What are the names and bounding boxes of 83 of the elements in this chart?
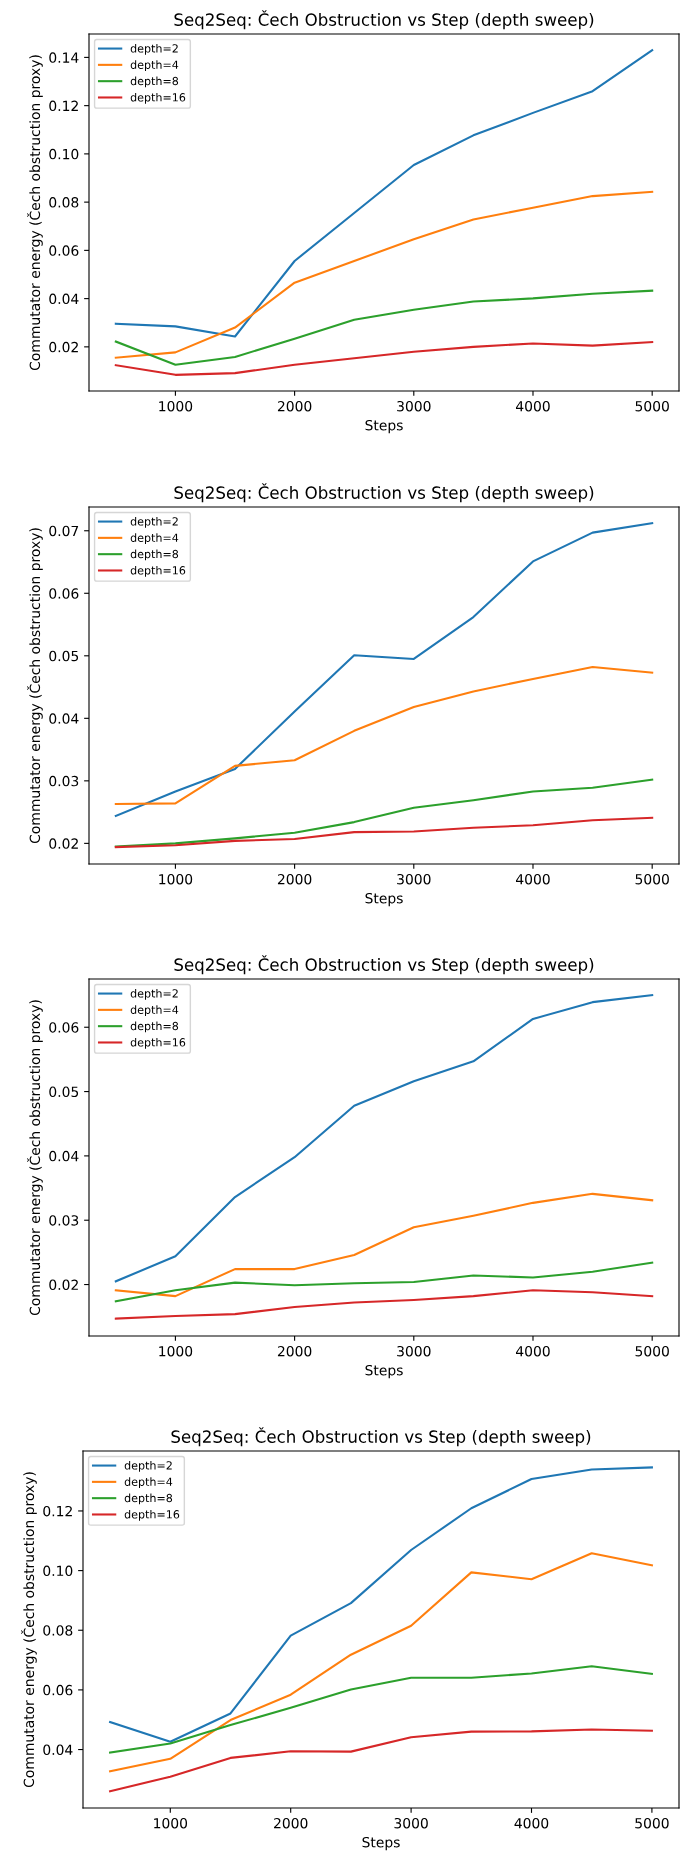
y-axis-title: Commutator energy (Čech obstruction proxy) [27,55,43,371]
x-tick-label: 2000 [277,400,312,412]
line-series [114,666,654,806]
x-tick-label: 2000 [277,873,312,885]
line-series [114,816,654,849]
x-tick-label: 1000 [159,400,193,412]
y-tick-label: 0.06 [49,1022,79,1033]
y-tick-label: 0.12 [49,100,78,112]
y-tick-label: 0.03 [49,1215,79,1226]
line-series [114,289,654,366]
x-tick-label: 5000 [635,1817,669,1829]
chart-title: Seq2Seq: Čech Obstruction vs Step (depth sweep) [174,10,594,30]
x-axis-title: Steps [365,419,403,434]
x-tick-label: 3000 [397,1345,431,1357]
y-tick-label: 0.04 [43,1744,73,1756]
line-series [114,190,654,359]
legend-label: depth=2 [130,989,178,1000]
y-axis-title: Commutator energy (Čech obstruction proxy) [27,528,43,844]
legend-label: depth=16 [130,92,186,104]
y-tick-label: 0.10 [49,148,79,160]
y-tick-label: 0.08 [43,1625,73,1636]
legend-label: depth=8 [124,1493,173,1505]
y-tick-label: 0.12 [43,1505,72,1517]
line-series [114,778,654,848]
x-axis-title: Steps [365,1364,403,1379]
x-tick-label: 2000 [277,1345,312,1357]
x-tick-label: 1000 [159,1345,193,1357]
x-tick-label: 4000 [516,400,550,412]
y-tick-label: 0.03 [49,775,79,787]
legend-label: depth=2 [130,517,178,528]
y-tick-label: 0.07 [49,525,79,537]
x-tick-label: 1000 [159,873,193,885]
legend-label: depth=4 [130,1005,179,1017]
x-tick-label: 4000 [516,873,550,885]
x-axis-title: Steps [365,892,403,907]
line-series [114,340,654,376]
chart-title: Seq2Seq: Čech Obstruction vs Step (depth sweep) [174,483,594,503]
y-tick-label: 0.02 [49,838,78,849]
legend-label: depth=8 [130,1021,179,1033]
line-series [114,1192,654,1298]
legend-label: depth=4 [130,60,179,72]
x-tick-label: 3000 [397,873,431,885]
x-tick-label: 5000 [635,400,669,412]
legend-label: depth=4 [124,1477,173,1489]
y-axis-title: Commutator energy (Čech obstruction proxy) [27,1000,43,1316]
line-series [109,1665,653,1754]
y-tick-label: 0.08 [49,197,79,208]
x-tick-label: 4000 [514,1817,549,1829]
x-tick-label: 5000 [635,1345,669,1357]
x-tick-label: 3000 [394,1817,428,1829]
legend-label: depth=4 [130,533,179,545]
x-tick-label: 1000 [154,1817,188,1829]
y-tick-label: 0.10 [43,1565,73,1577]
y-tick-label: 0.06 [43,1684,73,1696]
line-series [114,1261,654,1303]
y-tick-label: 0.05 [49,1086,79,1098]
legend-label: depth=2 [130,44,178,55]
line-series [114,1289,654,1320]
x-tick-label: 2000 [274,1817,308,1829]
y-tick-label: 0.14 [49,52,79,63]
x-tick-label: 3000 [397,400,431,412]
legend-label: depth=2 [124,1461,172,1472]
y-tick-label: 0.04 [49,1150,79,1162]
chart-title: Seq2Seq: Čech Obstruction vs Step (depth sweep) [171,1427,591,1447]
chart-title: Seq2Seq: Čech Obstruction vs Step (depth sweep) [174,955,594,975]
legend-label: depth=16 [124,1509,180,1521]
y-tick-label: 0.04 [49,293,79,305]
x-axis-title: Steps [362,1836,400,1851]
y-axis-title: Commutator energy (Čech obstruction proxy) [21,1472,37,1788]
x-tick-label: 5000 [635,873,669,885]
y-tick-label: 0.06 [49,245,79,256]
legend-label: depth=8 [130,76,179,88]
y-tick-label: 0.06 [49,588,79,599]
legend-label: depth=8 [130,549,179,561]
y-tick-label: 0.05 [49,650,79,662]
y-tick-label: 0.02 [49,341,78,353]
line-series [109,1552,653,1773]
x-tick-label: 4000 [516,1345,550,1357]
legend-label: depth=16 [130,565,186,577]
y-tick-label: 0.02 [49,1279,78,1291]
line-series [109,1728,653,1793]
legend-label: depth=16 [130,1037,186,1049]
y-tick-label: 0.04 [49,713,79,724]
